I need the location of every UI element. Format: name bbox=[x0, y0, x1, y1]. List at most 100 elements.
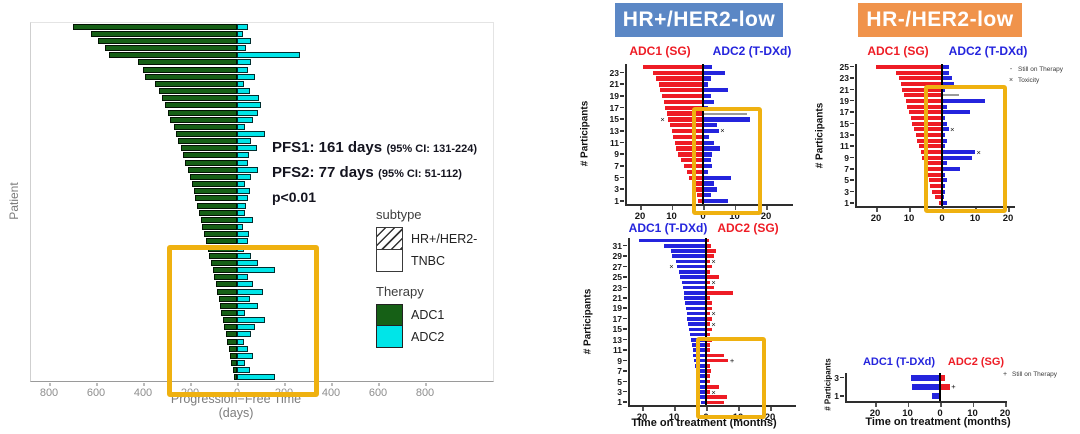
x-tick bbox=[907, 403, 909, 407]
bar-right bbox=[706, 395, 727, 399]
y-tick-label: 13 bbox=[609, 126, 619, 137]
bar-left bbox=[925, 167, 942, 172]
bar-left bbox=[684, 296, 706, 300]
plot-area-a: × × 20 10 0 10 20 23 21 19 17 15 13 11 9 7 5 3 1 bbox=[610, 64, 793, 222]
bar-right bbox=[942, 110, 971, 115]
y-tick-label: 3 bbox=[834, 372, 839, 383]
bar-left bbox=[159, 88, 237, 95]
plot-d-left-series-label: ADC1 (T-DXd) bbox=[862, 356, 936, 368]
y-tick bbox=[623, 349, 627, 351]
y-tick bbox=[623, 370, 627, 372]
bar-left bbox=[668, 117, 703, 122]
bar-right bbox=[942, 155, 972, 160]
bar-right bbox=[942, 133, 946, 137]
x-tick-label: 10 bbox=[902, 408, 913, 419]
bar-left bbox=[701, 400, 706, 405]
bar-left bbox=[231, 360, 237, 367]
bar-right bbox=[706, 343, 710, 347]
x-tick-label: 20 bbox=[870, 213, 882, 224]
bar-left bbox=[227, 338, 237, 345]
bar-left bbox=[695, 187, 703, 192]
bar-right bbox=[237, 88, 250, 95]
bar-left bbox=[221, 309, 237, 316]
bar-right bbox=[706, 384, 719, 389]
bar-left bbox=[696, 193, 703, 198]
bar-right bbox=[942, 70, 949, 75]
bar-left bbox=[876, 64, 942, 69]
bar-left bbox=[698, 390, 706, 394]
bar-right bbox=[237, 130, 266, 137]
bar-right bbox=[942, 150, 975, 155]
x-tick bbox=[972, 403, 974, 407]
zero-line bbox=[939, 373, 941, 401]
bar-right bbox=[703, 140, 715, 145]
y-tick-label: 19 bbox=[612, 303, 622, 314]
y-tick-label: 29 bbox=[612, 251, 622, 262]
therapy-swatch-adc2 bbox=[376, 325, 403, 348]
y-tick bbox=[623, 265, 627, 268]
bar-left bbox=[938, 201, 942, 206]
x-tick-label: 20 bbox=[999, 408, 1011, 419]
bar-right bbox=[703, 181, 715, 186]
bar-right bbox=[706, 311, 710, 316]
bar-left bbox=[666, 111, 703, 116]
y-tick bbox=[620, 188, 624, 190]
bar-left bbox=[232, 367, 237, 374]
x-tick bbox=[640, 206, 642, 210]
bar-right bbox=[703, 82, 708, 87]
bar-left bbox=[108, 52, 237, 59]
y-tick-label: 1 bbox=[617, 397, 622, 408]
y-tick bbox=[623, 317, 627, 320]
bar-left bbox=[895, 70, 942, 75]
y-tick bbox=[623, 401, 627, 403]
bar-right bbox=[706, 327, 712, 332]
bar-left bbox=[638, 238, 706, 243]
bar-left bbox=[220, 302, 237, 309]
y-tick-label: 5 bbox=[617, 376, 622, 387]
still-on-therapy-marker-icon: - bbox=[1009, 66, 1013, 73]
bar-left bbox=[655, 76, 703, 81]
legend-item-hr-her2: HR+/HER2- bbox=[376, 227, 477, 250]
marker-left: × bbox=[660, 114, 665, 124]
x-tick bbox=[703, 206, 705, 210]
y-tick-label: 11 bbox=[610, 137, 619, 148]
bar-right bbox=[237, 73, 255, 80]
x-tick-label: 20 bbox=[764, 412, 776, 423]
bar-right bbox=[706, 390, 710, 394]
plain-swatch bbox=[376, 248, 403, 272]
y-tick bbox=[623, 380, 627, 383]
plot-a-left-series-label: ADC1 (SG) bbox=[629, 44, 691, 58]
bar-left bbox=[698, 198, 703, 204]
x-tick-label: 400 bbox=[133, 387, 153, 399]
p-value: p<0.01 bbox=[272, 189, 316, 205]
bar-right bbox=[703, 152, 713, 157]
y-tick-label: 23 bbox=[839, 73, 849, 84]
legend-item-adc1: ADC1 bbox=[376, 303, 477, 327]
bar-right bbox=[703, 193, 711, 198]
bar-left bbox=[91, 30, 237, 37]
bar-right bbox=[237, 59, 252, 66]
y-tick bbox=[623, 255, 627, 257]
y-tick bbox=[620, 200, 624, 202]
bar-left bbox=[917, 138, 942, 143]
bar-right bbox=[942, 115, 946, 120]
bar-right bbox=[237, 252, 252, 259]
x-tick bbox=[940, 403, 942, 407]
bar-left bbox=[680, 158, 703, 163]
bar-left bbox=[927, 172, 942, 177]
bar-right bbox=[706, 259, 710, 264]
plot-c-left-series-label: ADC1 (T-DXd) bbox=[628, 221, 708, 235]
x-tick bbox=[49, 383, 51, 386]
bar-right bbox=[942, 138, 947, 143]
pfs-annotation: PFS1: 161 days (95% CI: 131-224) PFS2: 7… bbox=[272, 139, 477, 212]
bar-left bbox=[228, 345, 237, 352]
bar-right bbox=[942, 144, 946, 149]
x-tick bbox=[876, 208, 878, 212]
bar-left bbox=[191, 181, 237, 188]
bar-right bbox=[706, 306, 712, 311]
bar-left bbox=[928, 178, 942, 183]
y-tick bbox=[623, 276, 627, 278]
plot-d-right-series-label: ADC2 (SG) bbox=[947, 356, 1005, 368]
bar-left bbox=[676, 146, 703, 151]
bar-right bbox=[237, 374, 275, 381]
